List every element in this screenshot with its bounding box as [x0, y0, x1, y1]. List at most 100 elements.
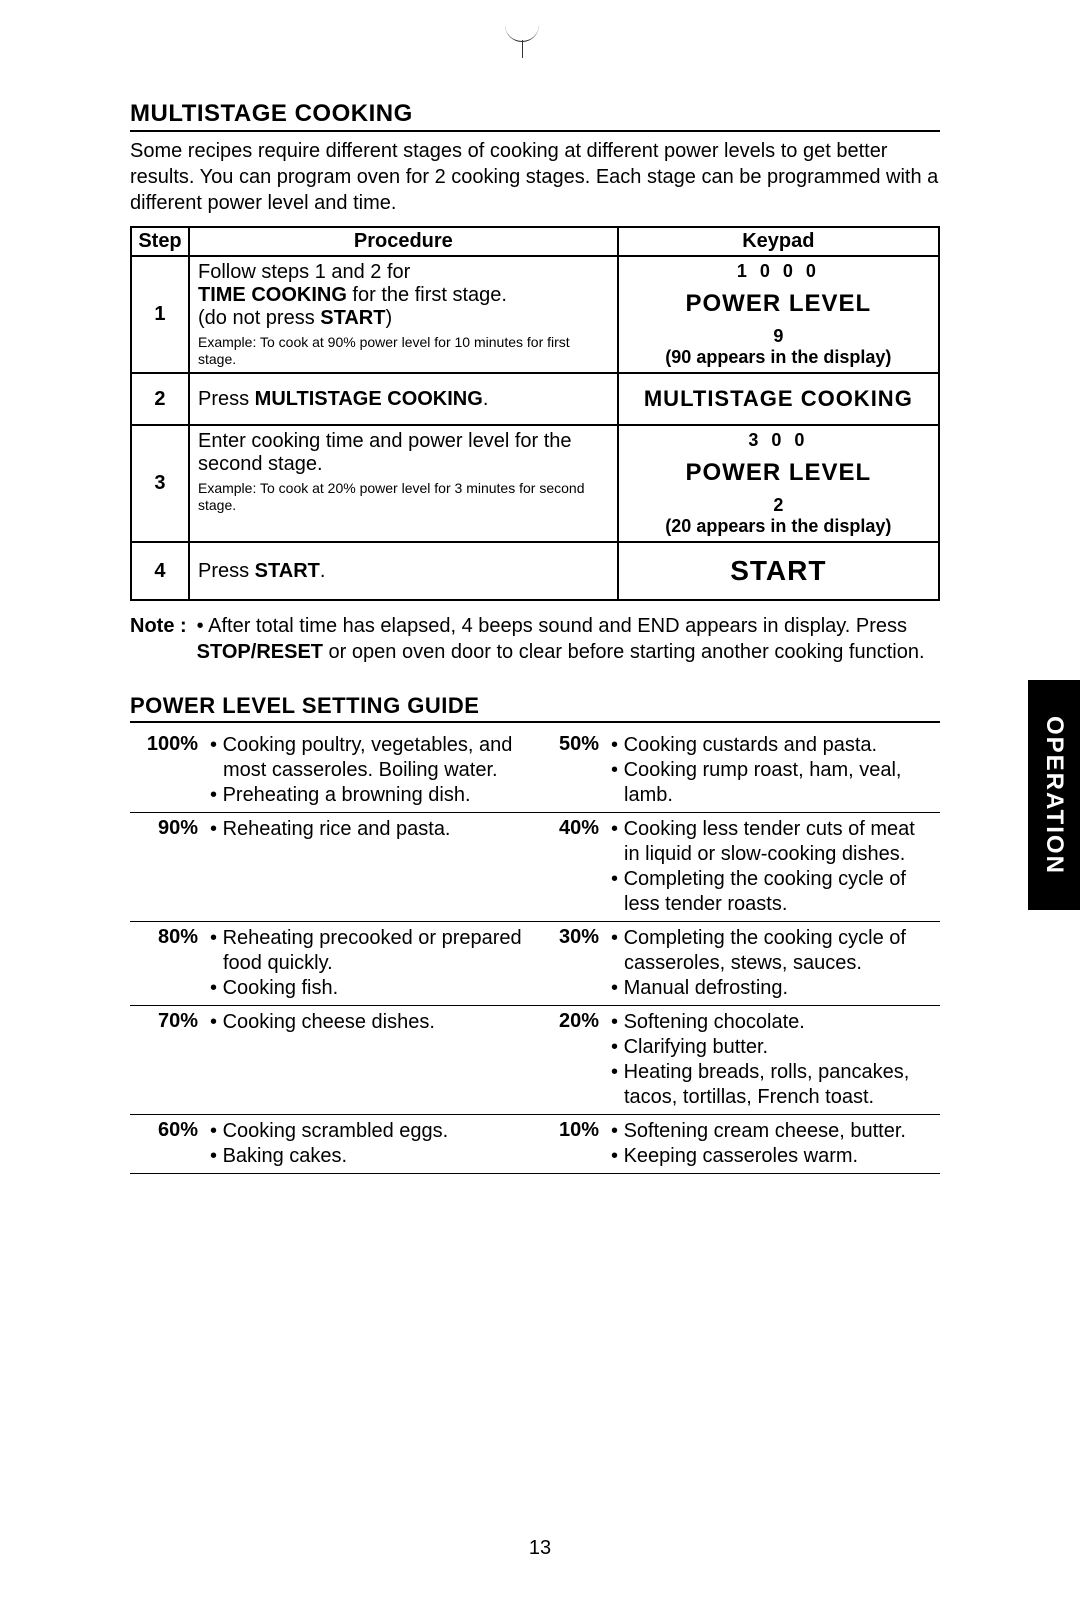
proc-bold: MULTISTAGE COOKING: [255, 388, 483, 410]
procedure-cell-1: Follow steps 1 and 2 for TIME COOKING fo…: [189, 256, 618, 373]
note-body: • After total time has elapsed, 4 beeps …: [191, 613, 940, 665]
guide-pct: 70%: [130, 1006, 198, 1115]
guide-item: Cooking custards and pasta.: [611, 733, 932, 758]
keypad-label: START: [627, 555, 930, 587]
guide-pct: 80%: [130, 922, 198, 1006]
th-procedure: Procedure: [189, 227, 618, 256]
table-row: 3 Enter cooking time and power level for…: [131, 425, 939, 542]
crop-mark: [505, 8, 539, 42]
example-text: Example: To cook at 90% power level for …: [198, 334, 609, 368]
keypad-label: MULTISTAGE COOKING: [627, 386, 930, 412]
keypad-cell-3: 3 0 0 POWER LEVEL 2 (20 appears in the d…: [618, 425, 939, 542]
keypad-display: (90 appears in the display): [627, 347, 930, 368]
keypad-cell-2: MULTISTAGE COOKING: [618, 373, 939, 425]
multistage-table: Step Procedure Keypad 1 Follow steps 1 a…: [130, 226, 940, 601]
keypad-num: 2: [627, 495, 930, 516]
guide-item: Softening chocolate.: [611, 1010, 932, 1035]
proc-text: (do not press: [198, 307, 320, 329]
step-number-4: 4: [131, 542, 189, 600]
guide-items: Cooking cheese dishes.: [198, 1006, 539, 1115]
guide-item: Preheating a browning dish.: [210, 783, 531, 808]
note-block: Note : • After total time has elapsed, 4…: [130, 613, 940, 665]
proc-text: for the first stage.: [347, 284, 507, 306]
proc-text: Follow steps 1 and 2 for: [198, 261, 410, 283]
keypad-time: 3 0 0: [627, 430, 930, 451]
guide-item: Baking cakes.: [210, 1144, 531, 1169]
guide-item: Completing the cooking cycle of less ten…: [611, 867, 932, 917]
procedure-cell-2: Press MULTISTAGE COOKING.: [189, 373, 618, 425]
proc-text: .: [320, 560, 326, 582]
guide-items: Softening chocolate.Clarifying butter.He…: [599, 1006, 940, 1115]
guide-items: Cooking custards and pasta.Cooking rump …: [599, 729, 940, 813]
guide-item: Reheating precooked or prepared food qui…: [210, 926, 531, 976]
keypad-label: POWER LEVEL: [627, 290, 930, 318]
guide-item: Cooking scrambled eggs.: [210, 1119, 531, 1144]
guide-item: Clarifying butter.: [611, 1035, 932, 1060]
th-keypad: Keypad: [618, 227, 939, 256]
proc-text: Enter cooking time and power level for t…: [198, 430, 572, 475]
table-row: 2 Press MULTISTAGE COOKING. MULTISTAGE C…: [131, 373, 939, 425]
proc-text: Press: [198, 560, 255, 582]
step-number-1: 1: [131, 256, 189, 373]
guide-item: Cooking fish.: [210, 976, 531, 1001]
keypad-label: POWER LEVEL: [627, 459, 930, 487]
guide-items: Cooking less tender cuts of meat in liqu…: [599, 813, 940, 922]
guide-items: Reheating precooked or prepared food qui…: [198, 922, 539, 1006]
side-tab-operation: OPERATION: [1028, 680, 1080, 910]
guide-pct: 40%: [539, 813, 599, 922]
keypad-cell-4: START: [618, 542, 939, 600]
guide-item: Reheating rice and pasta.: [210, 817, 531, 842]
note-bold: STOP/RESET: [197, 641, 323, 663]
section-title-multistage: MULTISTAGE COOKING: [130, 100, 940, 132]
guide-item: Heating breads, rolls, pancakes, tacos, …: [611, 1060, 932, 1110]
note-label: Note :: [130, 613, 187, 665]
page-content: MULTISTAGE COOKING Some recipes require …: [130, 100, 940, 1174]
guide-item: Completing the cooking cycle of casserol…: [611, 926, 932, 976]
table-row: 4 Press START. START: [131, 542, 939, 600]
guide-pct: 60%: [130, 1115, 198, 1174]
guide-item: Softening cream cheese, butter.: [611, 1119, 932, 1144]
guide-item: Cooking rump roast, ham, veal, lamb.: [611, 758, 932, 808]
guide-pct: 20%: [539, 1006, 599, 1115]
note-text: or open oven door to clear before starti…: [323, 641, 925, 663]
procedure-cell-3: Enter cooking time and power level for t…: [189, 425, 618, 542]
guide-items: Reheating rice and pasta.: [198, 813, 539, 922]
guide-items: Cooking poultry, vegetables, and most ca…: [198, 729, 539, 813]
guide-items: Softening cream cheese, butter.Keeping c…: [599, 1115, 940, 1174]
proc-bold: START: [320, 307, 385, 329]
guide-pct: 50%: [539, 729, 599, 813]
proc-text: ): [385, 307, 392, 329]
power-guide-grid: 100%Cooking poultry, vegetables, and mos…: [130, 729, 940, 1174]
proc-text: .: [483, 388, 489, 410]
step-number-3: 3: [131, 425, 189, 542]
page-number: 13: [0, 1537, 1080, 1560]
keypad-num: 9: [627, 326, 930, 347]
crop-mark: [522, 40, 523, 58]
proc-bold: TIME COOKING: [198, 284, 347, 306]
guide-item: Cooking cheese dishes.: [210, 1010, 531, 1035]
guide-items: Cooking scrambled eggs.Baking cakes.: [198, 1115, 539, 1174]
guide-items: Completing the cooking cycle of casserol…: [599, 922, 940, 1006]
guide-item: Keeping casseroles warm.: [611, 1144, 932, 1169]
guide-pct: 90%: [130, 813, 198, 922]
guide-pct: 10%: [539, 1115, 599, 1174]
guide-item: Cooking poultry, vegetables, and most ca…: [210, 733, 531, 783]
intro-paragraph: Some recipes require different stages of…: [130, 138, 940, 216]
section-title-power-guide: POWER LEVEL SETTING GUIDE: [130, 693, 940, 723]
keypad-time: 1 0 0 0: [627, 261, 930, 282]
proc-bold: START: [255, 560, 320, 582]
table-row: 1 Follow steps 1 and 2 for TIME COOKING …: [131, 256, 939, 373]
keypad-display: (20 appears in the display): [627, 516, 930, 537]
procedure-cell-4: Press START.: [189, 542, 618, 600]
proc-text: Press: [198, 388, 255, 410]
step-number-2: 2: [131, 373, 189, 425]
guide-pct: 30%: [539, 922, 599, 1006]
th-step: Step: [131, 227, 189, 256]
example-text: Example: To cook at 20% power level for …: [198, 480, 609, 514]
guide-item: Cooking less tender cuts of meat in liqu…: [611, 817, 932, 867]
table-header-row: Step Procedure Keypad: [131, 227, 939, 256]
note-text: • After total time has elapsed, 4 beeps …: [197, 615, 907, 637]
guide-pct: 100%: [130, 729, 198, 813]
keypad-cell-1: 1 0 0 0 POWER LEVEL 9 (90 appears in the…: [618, 256, 939, 373]
guide-item: Manual defrosting.: [611, 976, 932, 1001]
